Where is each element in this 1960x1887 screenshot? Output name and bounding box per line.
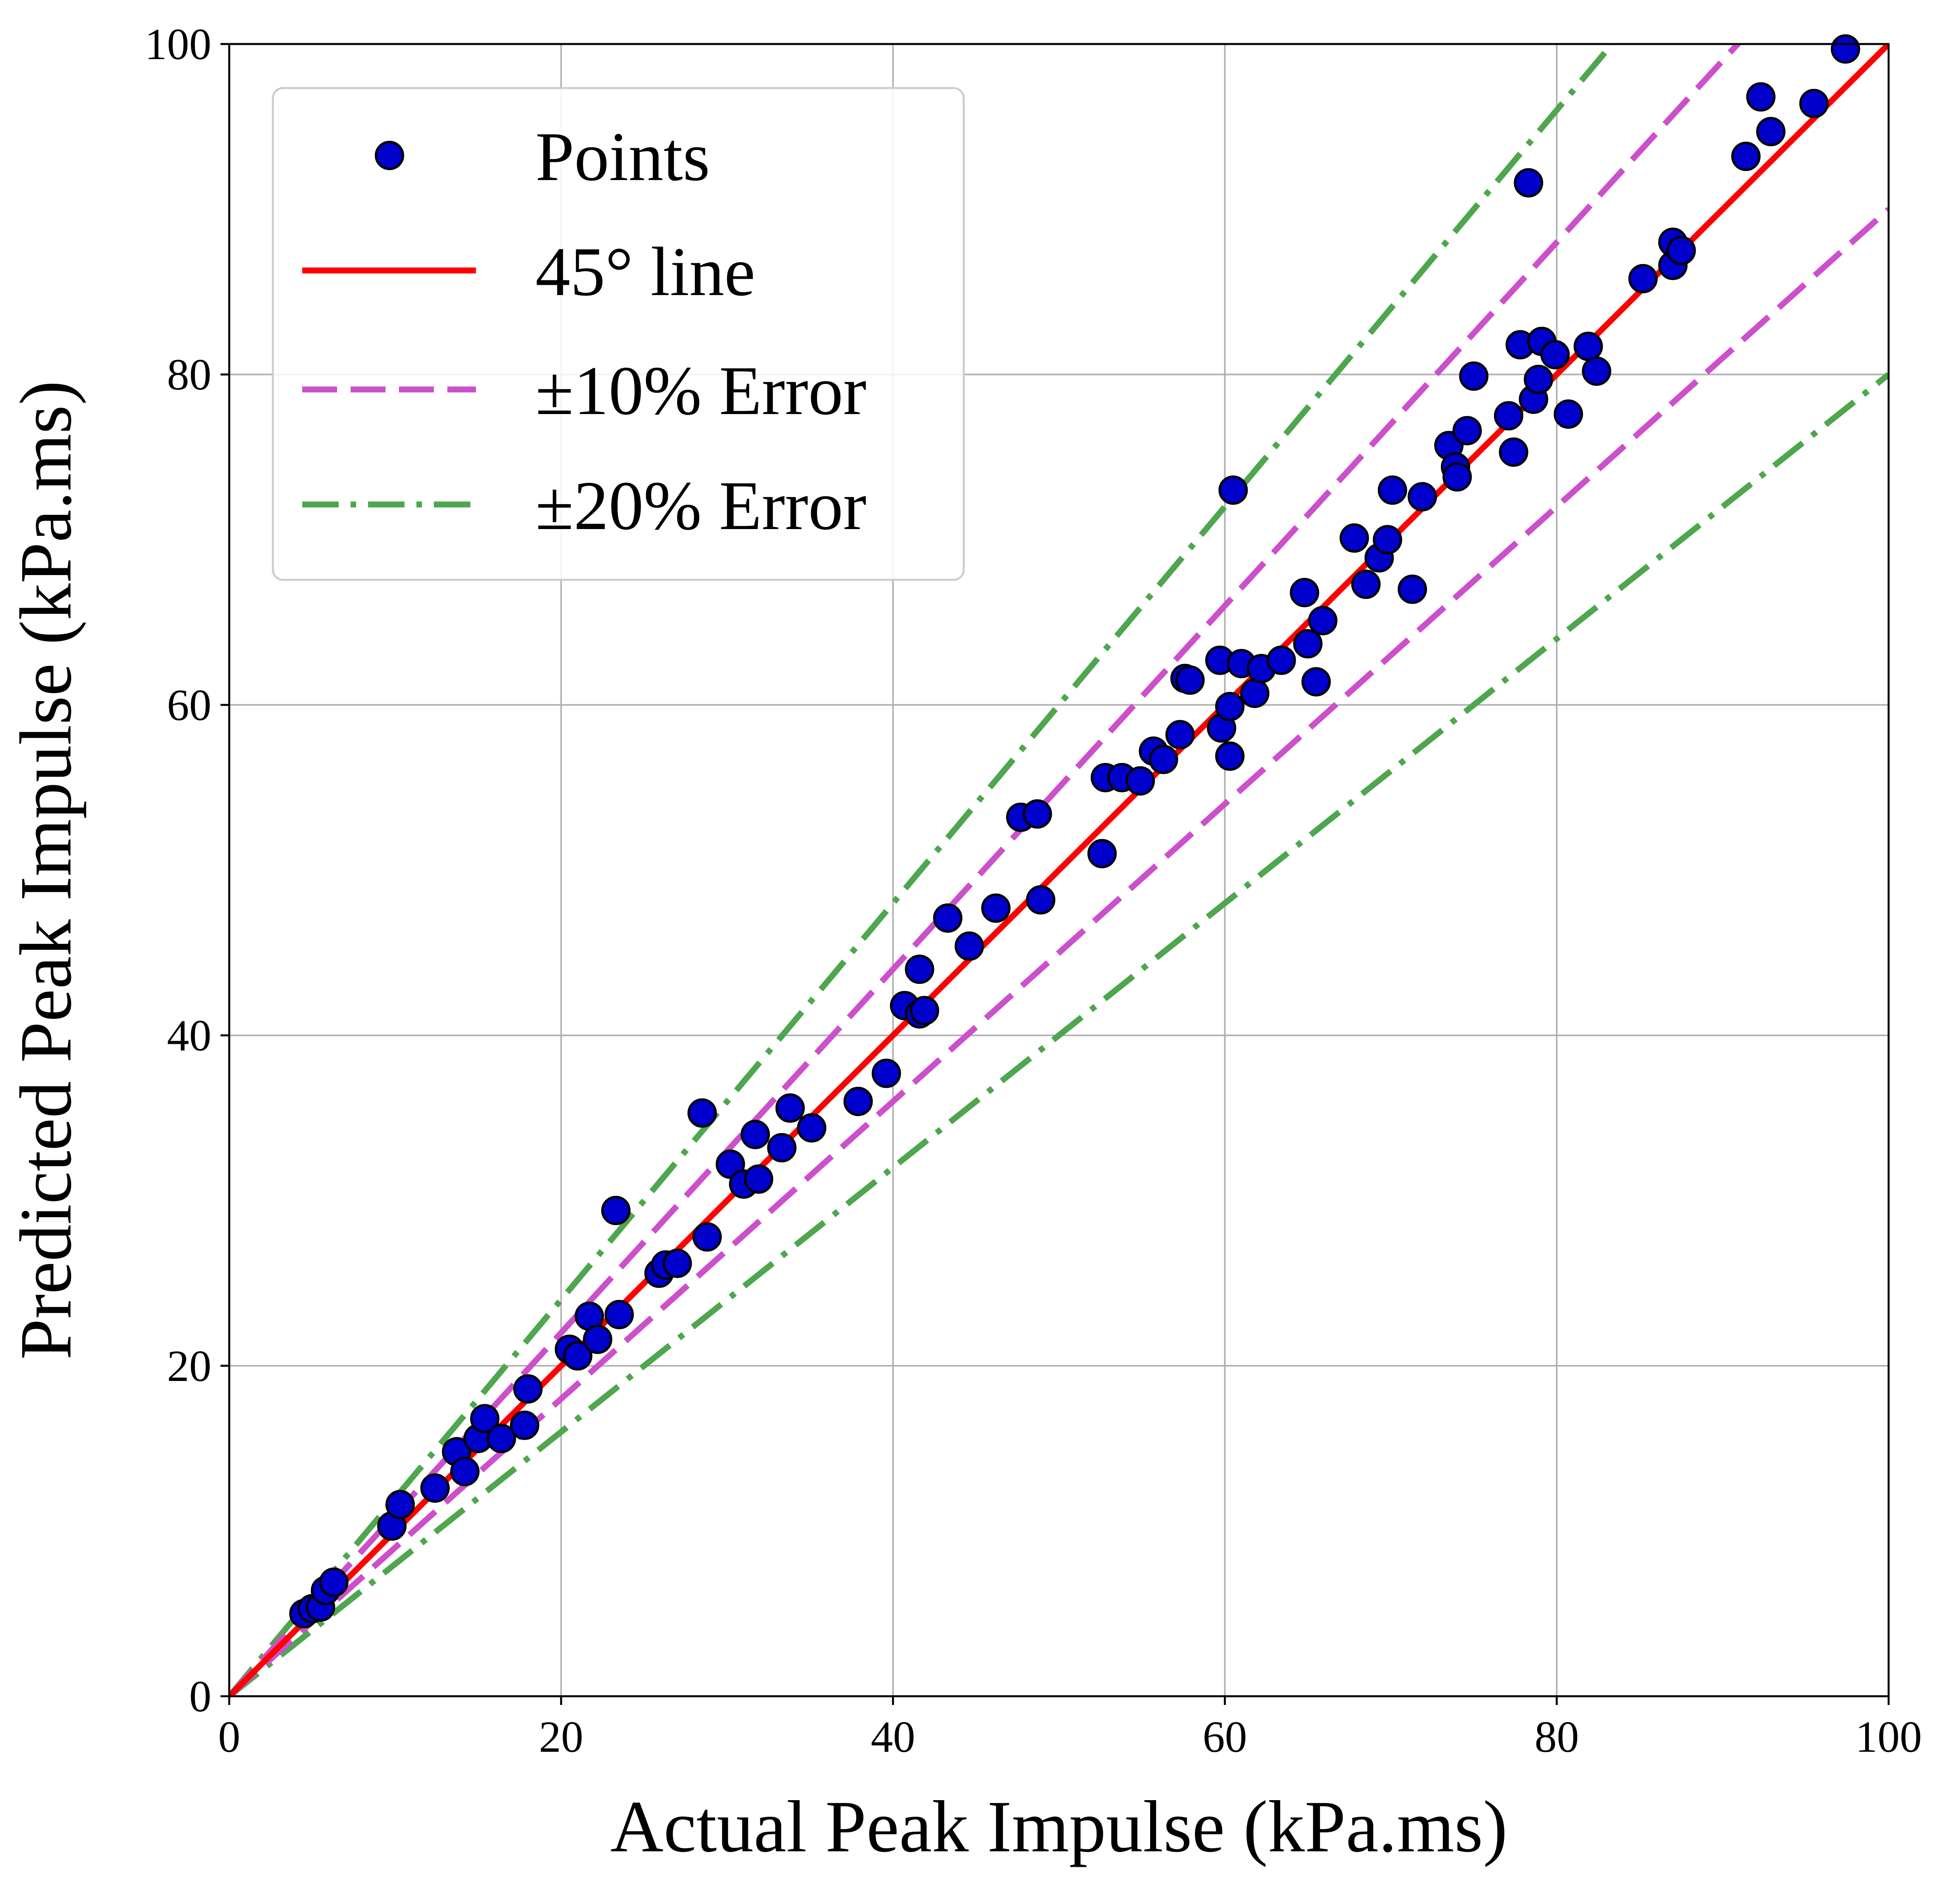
x-axis-title: Actual Peak Impulse (kPa.ms) bbox=[610, 1786, 1508, 1868]
data-point-14 bbox=[513, 1374, 543, 1404]
x-tick-label-3: 60 bbox=[1202, 1712, 1247, 1762]
data-point-45 bbox=[1087, 839, 1117, 869]
data-point-28 bbox=[740, 1120, 770, 1149]
data-point-20 bbox=[601, 1196, 631, 1225]
axis-ticks: 0 20 40 60 80 100 0 20 40 60 80 100 bbox=[145, 20, 1922, 1762]
data-point-19 bbox=[604, 1300, 634, 1329]
data-point-76 bbox=[1442, 462, 1472, 492]
data-point-58 bbox=[1218, 475, 1248, 505]
data-point-84 bbox=[1524, 364, 1553, 394]
data-point-97 bbox=[1799, 88, 1829, 118]
data-point-70 bbox=[1373, 525, 1402, 554]
data-point-98 bbox=[1831, 34, 1860, 64]
data-point-82 bbox=[1514, 168, 1544, 198]
data-point-41 bbox=[981, 893, 1011, 923]
legend-label-0: Points bbox=[535, 118, 710, 196]
x-tick-label-2: 40 bbox=[871, 1712, 915, 1762]
data-point-34 bbox=[871, 1059, 901, 1088]
data-point-13 bbox=[510, 1410, 539, 1440]
legend: Points 45° line ±10% Error ±20% Error bbox=[272, 87, 965, 581]
data-point-64 bbox=[1293, 629, 1323, 659]
plot-frame bbox=[228, 43, 1890, 1697]
data-point-53 bbox=[1175, 665, 1205, 695]
data-point-51 bbox=[1165, 720, 1195, 750]
data-point-4 bbox=[319, 1567, 349, 1597]
data-point-93 bbox=[1667, 236, 1696, 265]
data-point-78 bbox=[1459, 361, 1488, 391]
data-point-90 bbox=[1628, 264, 1658, 293]
data-point-80 bbox=[1499, 437, 1528, 467]
data-point-32 bbox=[797, 1113, 827, 1143]
y-tick-label-4: 80 bbox=[167, 350, 211, 399]
data-point-16 bbox=[563, 1341, 593, 1371]
data-point-29 bbox=[744, 1164, 773, 1194]
reference-line-dashdot-0 bbox=[229, 44, 1616, 1696]
data-point-40 bbox=[955, 931, 984, 961]
data-point-87 bbox=[1553, 399, 1583, 429]
reference-line-solid-0 bbox=[229, 44, 1889, 1696]
legend-label-1: 45° line bbox=[535, 233, 755, 311]
data-point-11 bbox=[470, 1404, 500, 1434]
legend-box bbox=[272, 87, 965, 581]
y-axis-title: Predicted Peak Impulse (kPa.ms) bbox=[5, 380, 87, 1360]
data-point-66 bbox=[1308, 606, 1338, 635]
data-point-23 bbox=[662, 1248, 692, 1278]
reference-line-dashed-0 bbox=[229, 44, 1742, 1696]
data-point-7 bbox=[420, 1473, 450, 1503]
data-point-39 bbox=[933, 903, 963, 933]
y-tick-label-2: 40 bbox=[167, 1011, 211, 1060]
y-tick-label-5: 100 bbox=[145, 20, 211, 69]
reference-line-dashdot-1 bbox=[229, 372, 1889, 1696]
data-point-25 bbox=[692, 1222, 722, 1252]
data-point-12 bbox=[487, 1424, 516, 1454]
data-point-44 bbox=[1026, 885, 1055, 915]
x-tick-label-0: 0 bbox=[218, 1712, 240, 1762]
data-point-67 bbox=[1339, 523, 1369, 553]
legend-label-2: ±10% Error bbox=[535, 352, 867, 430]
data-point-50 bbox=[1149, 744, 1178, 774]
data-point-68 bbox=[1351, 570, 1381, 599]
data-point-37 bbox=[905, 954, 934, 984]
data-point-72 bbox=[1398, 574, 1427, 604]
legend-label-3: ±20% Error bbox=[535, 467, 867, 545]
data-point-30 bbox=[767, 1133, 797, 1162]
data-point-57 bbox=[1215, 692, 1245, 721]
data-point-31 bbox=[775, 1093, 805, 1123]
data-point-18 bbox=[583, 1325, 612, 1354]
data-point-63 bbox=[1290, 578, 1319, 608]
data-point-6 bbox=[385, 1490, 415, 1519]
data-point-94 bbox=[1731, 142, 1761, 171]
data-point-71 bbox=[1377, 475, 1407, 505]
data-points bbox=[289, 34, 1860, 1628]
data-point-9 bbox=[450, 1457, 480, 1486]
data-point-24 bbox=[687, 1098, 717, 1128]
data-point-79 bbox=[1494, 401, 1523, 431]
y-tick-label-1: 20 bbox=[167, 1342, 211, 1391]
reference-lines bbox=[229, 44, 1889, 1696]
data-point-48 bbox=[1126, 766, 1155, 796]
x-tick-label-1: 20 bbox=[539, 1712, 583, 1762]
data-point-86 bbox=[1540, 340, 1570, 370]
data-point-96 bbox=[1756, 117, 1785, 146]
data-point-77 bbox=[1452, 416, 1482, 445]
data-point-88 bbox=[1573, 332, 1603, 361]
data-point-95 bbox=[1746, 82, 1776, 112]
y-tick-label-0: 0 bbox=[189, 1672, 211, 1721]
y-tick-label-3: 60 bbox=[167, 681, 211, 730]
data-point-56 bbox=[1215, 741, 1245, 771]
data-point-62 bbox=[1266, 645, 1296, 675]
legend-marker-points bbox=[375, 141, 404, 170]
x-tick-label-4: 80 bbox=[1534, 1712, 1579, 1762]
data-point-38 bbox=[910, 996, 940, 1026]
data-point-65 bbox=[1301, 667, 1331, 697]
data-point-60 bbox=[1240, 679, 1270, 708]
data-point-33 bbox=[843, 1087, 873, 1116]
data-point-73 bbox=[1408, 482, 1437, 512]
data-point-89 bbox=[1582, 356, 1611, 386]
data-point-43 bbox=[1022, 799, 1052, 829]
x-tick-label-5: 100 bbox=[1855, 1712, 1922, 1762]
